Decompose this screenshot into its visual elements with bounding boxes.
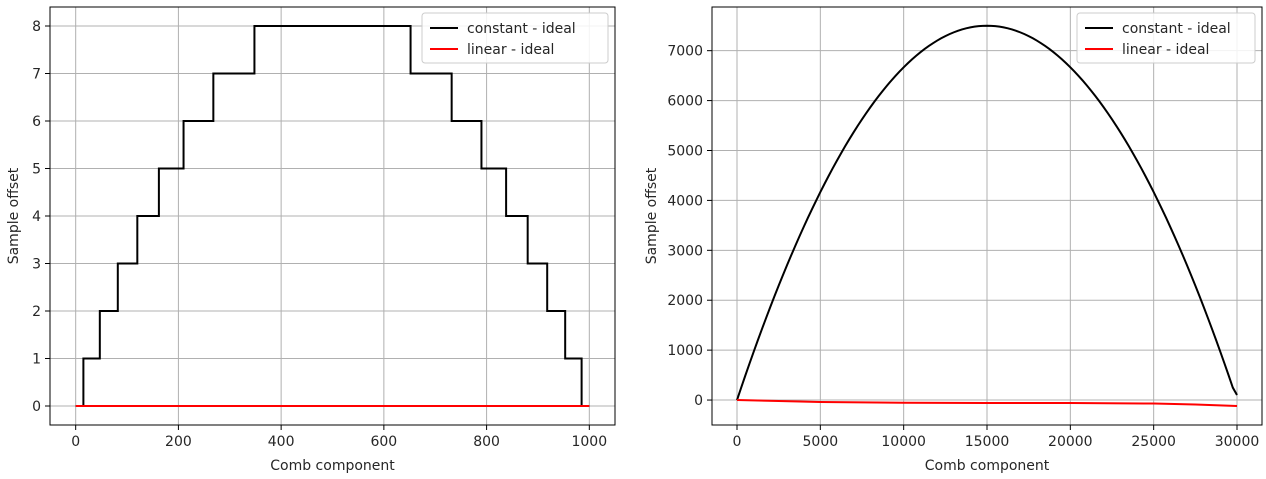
x-tick-label: 25000 <box>1131 434 1176 450</box>
x-tick-label: 30000 <box>1215 434 1260 450</box>
x-tick-label: 1000 <box>571 434 607 450</box>
y-axis-label: Sample offset <box>6 167 22 264</box>
x-tick-label: 10000 <box>881 434 926 450</box>
y-tick-label: 7000 <box>667 44 703 60</box>
x-tick-label: 20000 <box>1048 434 1093 450</box>
y-tick-label: 4 <box>32 209 41 225</box>
y-tick-label: 6000 <box>667 94 703 110</box>
legend: constant - ideal linear - ideal <box>1077 13 1255 63</box>
legend-entry-label: constant - ideal <box>1122 21 1231 37</box>
legend: constant - ideal linear - ideal <box>422 13 608 63</box>
y-tick-label: 6 <box>32 114 41 130</box>
y-tick-label: 2 <box>32 304 41 320</box>
legend-entry-label: linear - ideal <box>467 42 554 58</box>
y-tick-label: 0 <box>32 399 41 415</box>
y-tick-label: 7 <box>32 67 41 83</box>
x-axis-label: Comb component <box>925 458 1050 474</box>
y-tick-label: 2000 <box>667 293 703 309</box>
legend-entry-label: linear - ideal <box>1122 42 1209 58</box>
y-tick-label: 5 <box>32 162 41 178</box>
y-axis-label: Sample offset <box>644 167 660 264</box>
x-tick-label: 200 <box>165 434 192 450</box>
y-tick-label: 0 <box>694 393 703 409</box>
x-tick-label: 0 <box>733 434 742 450</box>
y-tick-label: 3000 <box>667 243 703 259</box>
y-tick-label: 4000 <box>667 193 703 209</box>
x-tick-label: 800 <box>473 434 500 450</box>
x-axis-label: Comb component <box>270 458 395 474</box>
legend-entry-label: constant - ideal <box>467 21 576 37</box>
x-tick-label: 0 <box>71 434 80 450</box>
y-tick-label: 8 <box>32 19 41 35</box>
x-tick-label: 5000 <box>803 434 839 450</box>
x-tick-label: 600 <box>370 434 397 450</box>
y-tick-label: 3 <box>32 257 41 273</box>
y-tick-label: 1 <box>32 352 41 368</box>
y-tick-label: 5000 <box>667 143 703 159</box>
x-tick-label: 15000 <box>965 434 1010 450</box>
x-tick-label: 400 <box>268 434 295 450</box>
y-tick-label: 1000 <box>667 343 703 359</box>
